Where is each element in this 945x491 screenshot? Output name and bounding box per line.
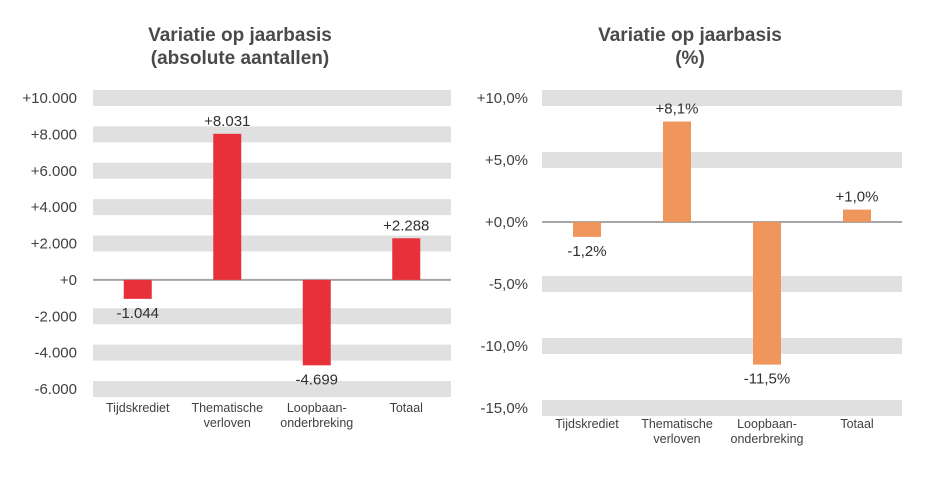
left-data-label: -1.044 xyxy=(116,305,159,322)
left-ytick-label: +0 xyxy=(60,272,77,289)
left-grid-band xyxy=(93,308,451,325)
right-ytick-label: +0,0% xyxy=(485,214,528,231)
left-category-label: Tijdskrediet xyxy=(106,401,170,415)
left-bar xyxy=(392,238,421,280)
right-category-label: Tijdskrediet xyxy=(555,417,619,431)
left-ytick-label: +8.000 xyxy=(31,126,77,143)
left-ytick-label: -4.000 xyxy=(34,345,77,362)
left-ytick-label: +10.000 xyxy=(22,90,77,107)
left-grid-band xyxy=(93,90,451,106)
right-category-label: verloven xyxy=(653,432,700,446)
left-category-label: Totaal xyxy=(390,401,423,415)
left-ytick-label: -6.000 xyxy=(34,381,77,398)
right-grid-band xyxy=(542,338,902,354)
right-bar xyxy=(663,121,691,222)
left-ytick-label: +6.000 xyxy=(31,163,77,180)
left-grid-band xyxy=(93,126,451,143)
left-data-label: +8.031 xyxy=(204,113,250,130)
left-grid-band xyxy=(93,162,451,179)
right-grid-band xyxy=(542,276,902,292)
right-chart-title-line1: Variatie op jaarbasis xyxy=(598,25,782,46)
left-chart-title: Variatie op jaarbasis (absolute aantalle… xyxy=(90,24,390,70)
left-category-label: Loopbaan- xyxy=(287,401,347,415)
right-ytick-label: +5,0% xyxy=(485,152,528,169)
left-data-label: -4.699 xyxy=(295,371,338,388)
left-bar xyxy=(302,279,331,366)
right-category-label: Totaal xyxy=(840,417,873,431)
right-grid-band xyxy=(542,400,902,416)
left-category-label: verloven xyxy=(204,416,251,430)
right-ytick-label: -15,0% xyxy=(480,400,528,417)
left-bar xyxy=(123,279,152,299)
right-category-label: Thematische xyxy=(641,417,713,431)
right-data-label: -1,2% xyxy=(567,243,606,260)
right-bar xyxy=(843,209,871,222)
right-ytick-label: -5,0% xyxy=(489,276,528,293)
left-bar xyxy=(213,133,242,280)
left-ytick-label: +2.000 xyxy=(31,236,77,253)
right-ytick-label: +10,0% xyxy=(477,90,528,107)
right-ytick-label: -10,0% xyxy=(480,338,528,355)
left-grid-band xyxy=(93,344,451,361)
right-grid-band xyxy=(542,90,902,106)
left-grid-band xyxy=(93,235,451,252)
right-category-label: Loopbaan- xyxy=(737,417,797,431)
left-chart-title-line2: (absolute aantallen) xyxy=(150,48,330,69)
right-data-label: +1,0% xyxy=(836,189,879,206)
left-grid-band xyxy=(93,381,451,397)
left-category-label: onderbreking xyxy=(280,416,353,430)
right-bar xyxy=(753,222,781,365)
right-data-label: +8,1% xyxy=(656,101,699,118)
left-data-label: +2.288 xyxy=(383,217,429,234)
right-chart-title: Variatie op jaarbasis (%) xyxy=(540,24,840,70)
right-grid-band xyxy=(542,152,902,168)
left-chart-title-line1: Variatie op jaarbasis xyxy=(148,25,332,46)
right-category-label: onderbreking xyxy=(731,432,804,446)
right-bar xyxy=(573,222,601,237)
right-chart-title-line2: (%) xyxy=(675,48,705,69)
left-ytick-label: +4.000 xyxy=(31,199,77,216)
left-category-label: Thematische xyxy=(191,401,263,415)
right-data-label: -11,5% xyxy=(744,371,790,388)
left-grid-band xyxy=(93,199,451,216)
left-ytick-label: -2.000 xyxy=(34,308,77,325)
